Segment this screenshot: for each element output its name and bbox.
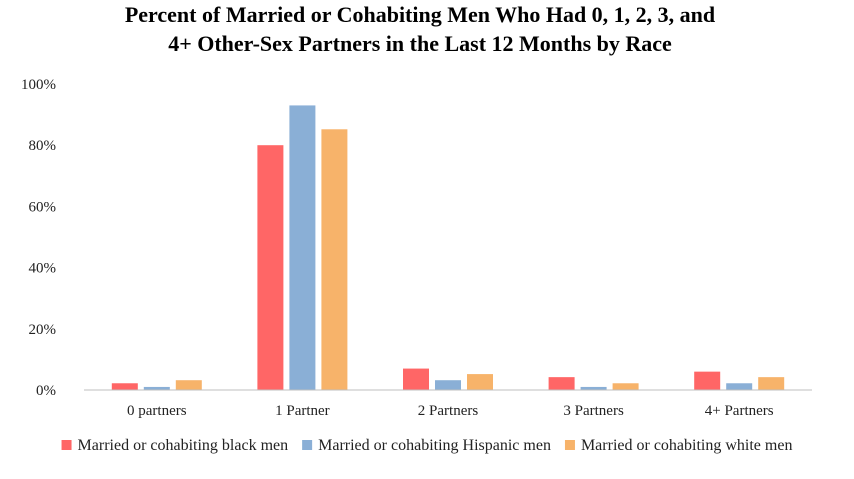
x-tick-label: 2 Partners	[418, 403, 479, 419]
legend-swatch	[564, 440, 575, 450]
bar	[143, 386, 170, 390]
legend-label: Married or cohabiting black men	[78, 437, 289, 454]
bars	[111, 105, 785, 391]
bar	[257, 145, 284, 390]
bar	[726, 383, 753, 390]
bar	[403, 368, 429, 390]
y-tick-label: 0%	[36, 383, 56, 399]
legend-label: Married or cohabiting Hispanic men	[318, 437, 551, 454]
bar	[467, 374, 493, 390]
bar	[580, 386, 607, 390]
y-tick-label: 80%	[29, 138, 57, 154]
bar	[175, 380, 202, 390]
legend-label: Married or cohabiting white men	[581, 437, 793, 454]
y-axis: 0% 20% 40% 60% 80% 100%	[21, 77, 56, 399]
bar	[435, 380, 461, 390]
legend-item: Married or cohabiting black men	[61, 437, 289, 454]
x-tick-label: 3 Partners	[563, 403, 624, 419]
chart-title-line-2: 4+ Other-Sex Partners in the Last 12 Mon…	[168, 31, 672, 56]
legend-item: Married or cohabiting Hispanic men	[302, 437, 551, 454]
x-tick-label: 1 Partner	[275, 403, 330, 419]
x-tick-label: 0 partners	[127, 403, 187, 419]
chart-title-line-1: Percent of Married or Cohabiting Men Who…	[125, 2, 715, 27]
x-tick-label: 4+ Partners	[705, 403, 774, 419]
legend-item: Married or cohabiting white men	[564, 437, 793, 454]
x-axis: 0 partners 1 Partner 2 Partners 3 Partners 4…	[127, 403, 774, 419]
y-tick-label: 20%	[29, 322, 57, 338]
y-tick-label: 100%	[21, 77, 56, 93]
bar	[548, 377, 575, 390]
legend-swatch	[302, 440, 313, 450]
legend-swatch	[61, 440, 72, 450]
y-tick-label: 60%	[29, 199, 57, 215]
bar	[612, 383, 639, 390]
bar	[111, 383, 138, 390]
bar	[289, 105, 316, 391]
bar	[694, 371, 721, 390]
legend: Married or cohabiting black men Married o…	[61, 437, 793, 454]
bar	[758, 377, 785, 390]
y-tick-label: 40%	[29, 261, 57, 277]
bar	[321, 129, 348, 390]
